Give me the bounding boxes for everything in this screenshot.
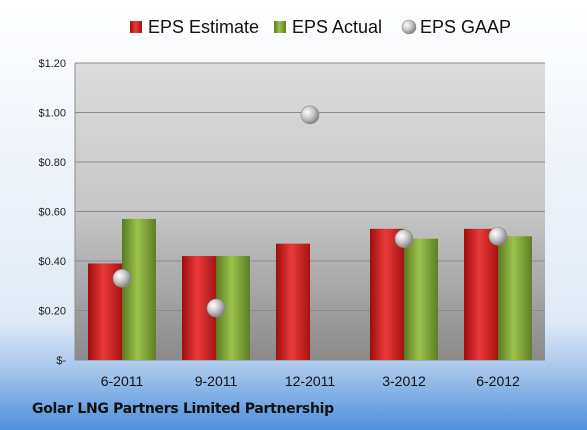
bar-eps-estimate <box>276 243 310 360</box>
y-tick-label: $1.20 <box>38 58 66 70</box>
y-tick-label: $0.80 <box>38 157 66 169</box>
x-tick-label: 3-2012 <box>382 373 426 389</box>
bar-eps-actual <box>404 238 438 360</box>
bar-eps-actual <box>498 236 532 360</box>
legend-swatch <box>274 21 286 33</box>
bar-eps-actual <box>122 218 156 360</box>
legend-label: EPS Estimate <box>148 17 259 37</box>
point-eps-gaap <box>112 269 132 288</box>
x-tick-label: 9-2011 <box>195 373 238 389</box>
y-tick-label: $- <box>56 355 66 367</box>
bar-eps-estimate <box>370 228 404 360</box>
company-name: Golar LNG Partners Limited Partnership <box>32 401 334 417</box>
point-eps-gaap <box>300 105 320 125</box>
x-tick-label: 6-2011 <box>101 373 144 389</box>
legend-swatch <box>130 21 142 33</box>
legend-label: EPS Actual <box>292 17 382 37</box>
x-tick-label: 6-2012 <box>476 373 520 389</box>
point-eps-gaap <box>394 229 414 249</box>
legend-label: EPS GAAP <box>420 17 511 37</box>
y-tick-label: $0.40 <box>38 256 66 268</box>
y-tick-label: $1.00 <box>38 108 66 120</box>
x-tick-label: 12-2011 <box>285 373 336 389</box>
y-tick-label: $0.20 <box>38 306 66 318</box>
y-tick-label: $0.60 <box>38 207 66 219</box>
point-eps-gaap <box>488 226 508 246</box>
point-eps-gaap <box>206 298 226 318</box>
legend-swatch <box>401 19 417 35</box>
bar-eps-estimate <box>464 228 498 360</box>
